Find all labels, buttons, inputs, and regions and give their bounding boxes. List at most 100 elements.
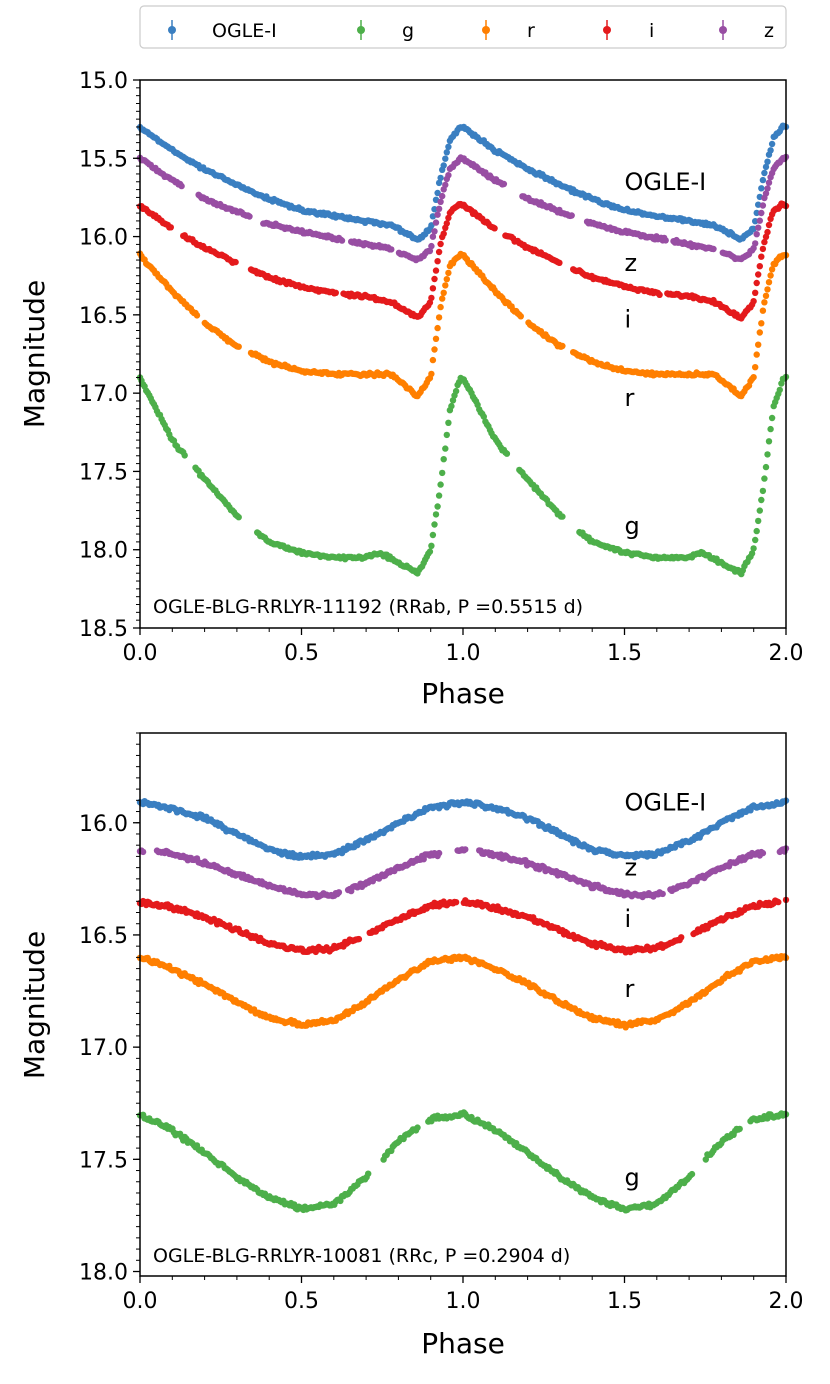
- x-tick-label: 2.0: [769, 1289, 804, 1314]
- data-point-i: [355, 935, 363, 943]
- data-point-z: [139, 848, 147, 856]
- data-point-r: [428, 370, 435, 378]
- band-label-i: i: [625, 905, 632, 933]
- y-tick-label: 17.0: [79, 1036, 128, 1061]
- x-tick-label: 0.0: [123, 641, 158, 666]
- data-point-r: [235, 343, 242, 350]
- data-point-g: [437, 481, 444, 488]
- data-point-ogle-i: [753, 209, 760, 217]
- data-point-i: [437, 240, 444, 248]
- band-label-g: g: [625, 512, 640, 540]
- data-point-z: [445, 172, 452, 179]
- data-point-i: [758, 253, 765, 260]
- data-point-g: [443, 431, 450, 439]
- data-point-ogle-i: [440, 162, 447, 169]
- data-point-z: [765, 179, 773, 186]
- data-point-g: [428, 542, 435, 549]
- data-point-r: [765, 279, 773, 286]
- data-point-g: [764, 451, 771, 458]
- legend-label-i: i: [649, 20, 654, 42]
- y-tick-label: 16.5: [79, 304, 128, 329]
- top-panel-rrab: OGLE-I z i r g 0.0 0.5 1.0 1.5 2.0 15.0 15.5 16.0 16…: [18, 69, 804, 710]
- data-point-g: [503, 450, 511, 457]
- data-point-r: [756, 329, 763, 336]
- data-point-g: [235, 514, 242, 521]
- data-point-g: [452, 387, 460, 395]
- data-point-z: [462, 846, 469, 853]
- data-point-r: [559, 342, 566, 350]
- data-point-g: [432, 511, 440, 518]
- data-point-ogle-i: [762, 163, 770, 171]
- data-point-g: [761, 475, 768, 482]
- data-point-ogle-i: [758, 185, 765, 192]
- data-point-r: [437, 303, 444, 311]
- data-point-i: [765, 221, 773, 229]
- data-point-r: [440, 289, 447, 296]
- data-point-i: [452, 899, 460, 906]
- data-point-ogle-i: [442, 155, 449, 162]
- x-tick-label: 1.0: [446, 1289, 481, 1314]
- x-tick-label: 0.0: [123, 1289, 158, 1314]
- data-point-r: [443, 276, 450, 283]
- data-point-i: [759, 245, 767, 253]
- data-point-z: [426, 247, 434, 255]
- data-point-z: [439, 192, 446, 200]
- data-point-r: [193, 312, 201, 319]
- data-point-r: [429, 356, 437, 364]
- data-point-ogle-i: [755, 201, 762, 208]
- data-point-g: [365, 1170, 372, 1177]
- data-point-z: [335, 889, 343, 896]
- band-label-z: z: [625, 854, 638, 882]
- band-label-ogle-i: OGLE-I: [625, 789, 707, 817]
- bottom-panel-x-axis-title: Phase: [421, 1327, 505, 1360]
- y-tick-label: 18.0: [79, 1261, 128, 1286]
- series-z: [136, 153, 790, 264]
- data-point-g: [448, 402, 455, 410]
- data-point-g: [414, 1124, 421, 1131]
- top-panel-annotation: OGLE-BLG-RRLYR-11192 (RRab, P =0.5515 d): [153, 596, 583, 618]
- data-point-i: [764, 228, 771, 236]
- data-point-g: [434, 503, 441, 510]
- data-point-r: [445, 269, 452, 277]
- data-point-z: [432, 219, 440, 226]
- data-point-ogle-i: [431, 206, 438, 213]
- data-point-g: [765, 438, 773, 445]
- series-g: [136, 373, 790, 578]
- data-point-z: [437, 198, 444, 205]
- data-point-i: [332, 289, 339, 296]
- x-tick-label: 0.5: [284, 641, 319, 666]
- data-point-g: [776, 386, 783, 394]
- series-z: [136, 845, 790, 901]
- data-point-i: [428, 294, 435, 302]
- data-point-r: [767, 272, 774, 279]
- y-tick-label: 16.0: [79, 812, 128, 837]
- series-i: [136, 200, 790, 322]
- data-point-ogle-i: [435, 179, 443, 187]
- y-tick-label: 18.5: [79, 617, 128, 642]
- data-point-z: [568, 212, 575, 219]
- legend-label-g: g: [402, 20, 414, 42]
- data-point-g: [442, 445, 449, 452]
- legend-label-ogle-i: OGLE-I: [212, 20, 277, 42]
- data-point-i: [556, 259, 563, 266]
- data-point-i: [752, 289, 759, 296]
- legend: OGLE-I g r i z: [139, 5, 787, 49]
- top-panel-y-axis-title: Magnitude: [18, 280, 51, 428]
- y-tick-label: 17.0: [79, 382, 128, 407]
- x-tick-label: 1.5: [607, 641, 642, 666]
- data-point-r: [750, 374, 757, 381]
- y-tick-label: 17.5: [79, 460, 128, 485]
- data-point-z: [428, 242, 435, 250]
- data-point-g: [767, 425, 774, 433]
- data-point-z: [388, 246, 395, 253]
- data-point-i: [775, 898, 782, 906]
- data-point-i: [167, 224, 174, 231]
- y-tick-label: 17.5: [79, 1148, 128, 1173]
- data-point-i: [761, 238, 768, 246]
- data-point-g: [445, 419, 452, 426]
- data-point-z: [762, 190, 770, 197]
- data-point-r: [768, 266, 776, 273]
- legend-entry-i: i: [603, 20, 654, 42]
- y-tick-label: 18.0: [79, 539, 128, 564]
